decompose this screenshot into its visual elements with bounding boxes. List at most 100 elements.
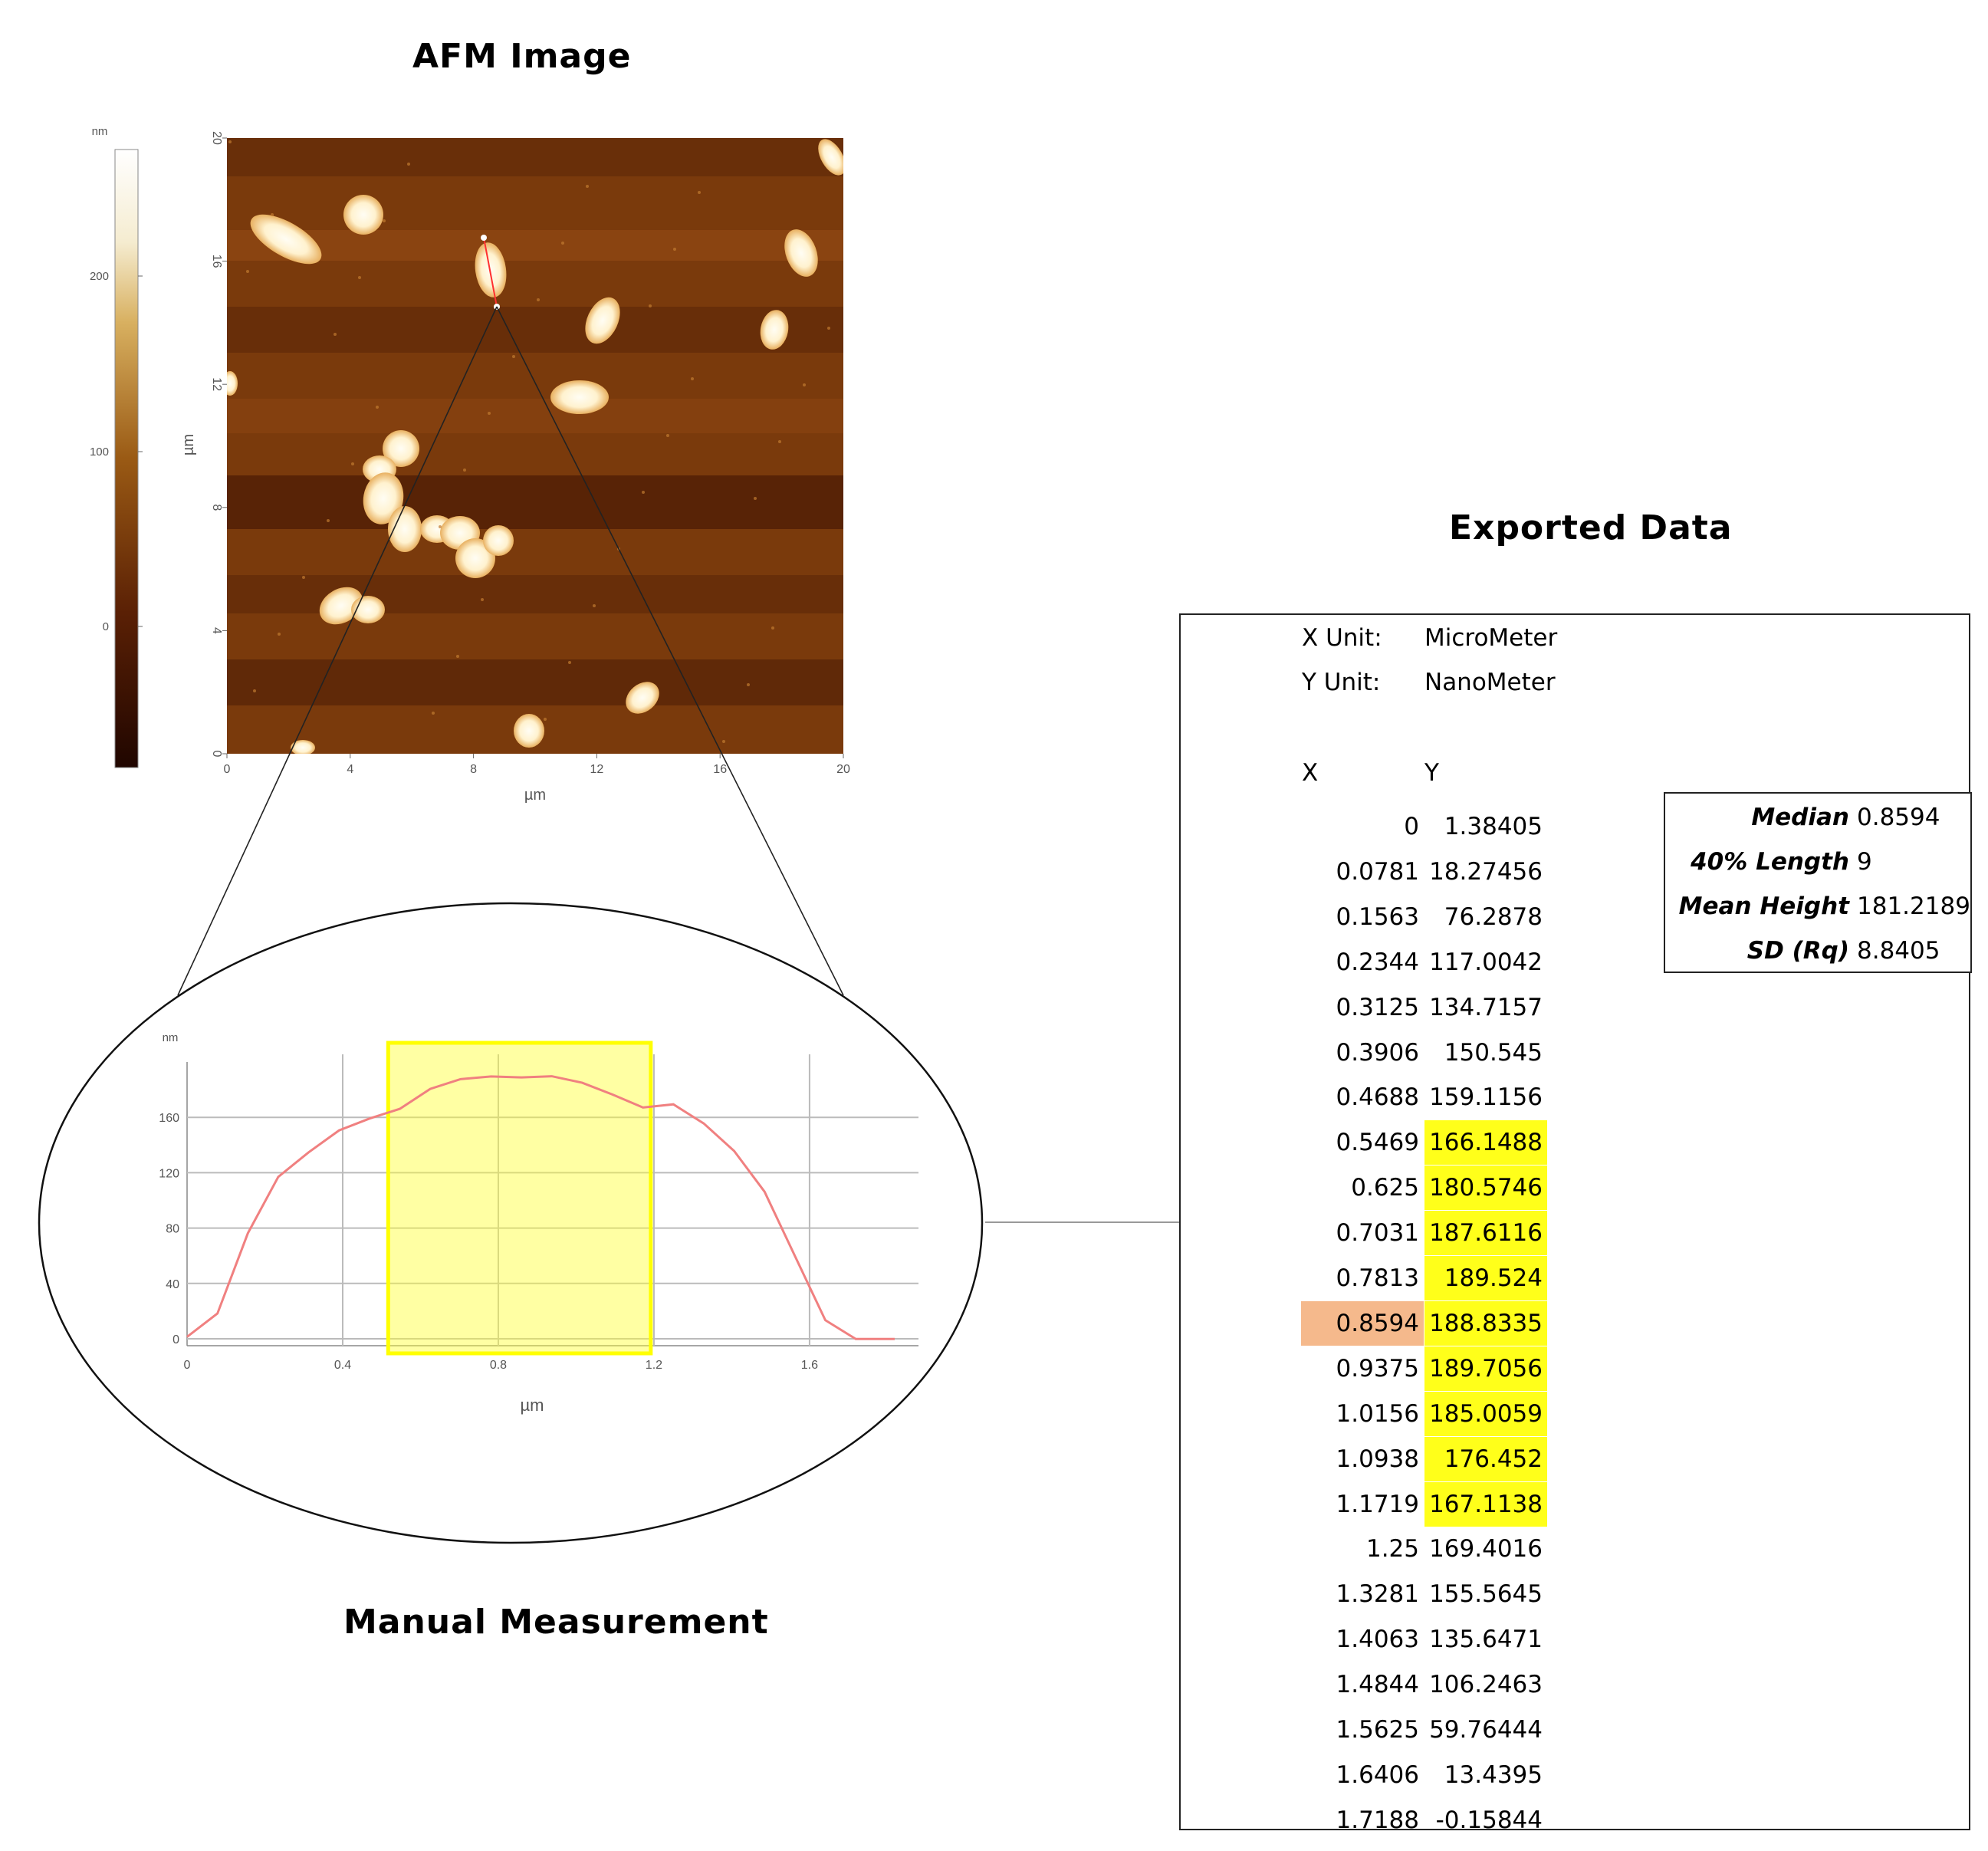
surface-speck: [771, 626, 774, 630]
surface-speck: [586, 185, 589, 188]
y-unit-value: NanoMeter: [1424, 669, 1556, 696]
surface-speck: [334, 333, 337, 336]
table-cell-y: 59.76444: [1429, 1716, 1543, 1744]
bacterium-blob: [291, 740, 315, 754]
stat-label: Median: [1751, 804, 1849, 831]
table-cell-x: 1.25: [1365, 1535, 1419, 1563]
surface-speck: [327, 519, 330, 522]
table-cell-y: -0.15844: [1435, 1806, 1543, 1834]
table-row: 0 1.38405: [1181, 804, 1564, 849]
y-unit-label: Y Unit:: [1302, 669, 1381, 696]
colorbar-tick-label: 0: [103, 620, 109, 633]
surface-speck: [642, 491, 645, 494]
table-cell-y: 188.8335: [1424, 1300, 1547, 1346]
surface-speck: [568, 661, 571, 664]
surface-speck: [803, 383, 806, 386]
profile-x-tick-label: 0.4: [334, 1359, 351, 1372]
bacterium-blob: [760, 310, 789, 350]
surface-speck: [383, 219, 386, 222]
zoom-line-left: [177, 306, 498, 996]
afm-x-tick-label: 16: [713, 763, 727, 776]
manual-measurement-title: Manual Measurement: [343, 1603, 769, 1642]
stat-row: Median 0.8594: [1665, 795, 1970, 840]
bacterium-blob: [250, 214, 322, 265]
table-row: 0.5469 166.1488: [1181, 1120, 1564, 1166]
surface-speck: [722, 740, 725, 743]
table-cell-y: 134.7157: [1429, 993, 1543, 1021]
table-row: 1.0156 185.0059: [1181, 1391, 1564, 1436]
profile-x-tick-label: 1.6: [801, 1359, 818, 1372]
table-row: 0.0781 18.27456: [1181, 850, 1564, 894]
table-cell-x: 1.3281: [1336, 1580, 1419, 1609]
table-row: 1.6406 13.4395: [1181, 1753, 1564, 1797]
bacterium-blob: [383, 430, 419, 467]
table-cell-x: 1.0156: [1336, 1399, 1419, 1428]
table-cell-y: 76.2878: [1444, 902, 1543, 931]
bacterium-blob: [227, 371, 238, 396]
stat-value: 181.2189: [1857, 893, 1970, 920]
table-cell-y: 189.524: [1424, 1256, 1547, 1300]
surface-speck: [271, 213, 274, 216]
stat-label: Mean Height: [1678, 893, 1849, 920]
table-cell-x: 0.0781: [1336, 857, 1419, 886]
surface-speck: [488, 412, 491, 415]
table-row: 0.9375 189.7056: [1181, 1346, 1564, 1391]
surface-speck: [827, 327, 830, 330]
stat-row: SD (Rq) 8.8405: [1665, 929, 1970, 973]
colorbar-tick-label: 100: [90, 445, 109, 459]
table-cell-x: 1.7188: [1336, 1806, 1419, 1834]
surface-speck: [778, 440, 781, 443]
surface-speck: [278, 633, 281, 636]
surface-speck: [698, 191, 701, 194]
surface-speck: [376, 406, 379, 409]
table-cell-y: 185.0059: [1424, 1391, 1547, 1436]
profile-x-tick-label: 0.8: [490, 1359, 507, 1372]
profile-y-unit: nm: [163, 1031, 179, 1044]
table-cell-x: 0.3906: [1336, 1038, 1419, 1067]
colorbar-unit: nm: [92, 125, 108, 138]
colorbar-gradient: [114, 149, 139, 768]
surface-speck: [673, 248, 676, 251]
table-cell-x: 0.8594: [1301, 1300, 1424, 1346]
bacterium-blob: [483, 525, 514, 556]
surface-speck: [544, 718, 547, 721]
table-cell-y: 159.1156: [1429, 1083, 1543, 1112]
table-cell-x: 0.1563: [1336, 902, 1419, 931]
table-row: 0.8594 188.8335: [1181, 1300, 1564, 1346]
afm-x-tick-label: 12: [590, 763, 604, 776]
bacterium-blob: [784, 229, 818, 277]
table-cell-y: 155.5645: [1429, 1580, 1543, 1609]
table-row: 0.7813 189.524: [1181, 1256, 1564, 1300]
bacterium-blob: [626, 682, 659, 714]
surface-speck: [512, 355, 515, 358]
table-cell-x: 0.3125: [1336, 993, 1419, 1021]
bacterium-blob: [388, 506, 422, 552]
table-row: 1.3281 155.5645: [1181, 1572, 1564, 1616]
colorbar: nm 0 100 200: [90, 125, 143, 768]
afm-x-axis-label: µm: [524, 787, 546, 804]
stat-row: Mean Height 181.2189: [1665, 884, 1970, 929]
profile-x-axis-label: µm: [520, 1396, 544, 1415]
table-cell-y: 176.452: [1424, 1436, 1547, 1481]
x-unit-value: MicroMeter: [1424, 624, 1558, 652]
surface-speck: [351, 462, 354, 465]
height-profile-chart: nm 0 40 80 120 160 0 0.4 0.8 1.2 1.6 µm: [159, 1031, 918, 1415]
table-row: 0.3125 134.7157: [1181, 985, 1564, 1030]
surface-speck: [593, 604, 596, 607]
afm-x-tick-label: 0: [224, 763, 231, 776]
bacterium-blob: [550, 380, 609, 414]
surface-speck: [228, 140, 232, 143]
table-cell-y: 106.2463: [1429, 1671, 1543, 1699]
table-cell-y: 117.0042: [1429, 948, 1543, 976]
table-cell-x: 0.2344: [1336, 948, 1419, 976]
surface-speck: [253, 689, 256, 692]
table-row: 1.25 169.4016: [1181, 1527, 1564, 1571]
afm-axes: 0 4 8 12 16 20 0 4 8 12 16 20: [210, 131, 850, 776]
afm-y-tick-label: 4: [210, 627, 223, 634]
profile-y-tick-label: 160: [159, 1112, 179, 1125]
table-cell-y: 150.545: [1444, 1038, 1543, 1067]
afm-x-tick-label: 8: [470, 763, 477, 776]
table-row: 0.2344 117.0042: [1181, 940, 1564, 985]
afm-image-title: AFM Image: [412, 37, 632, 76]
